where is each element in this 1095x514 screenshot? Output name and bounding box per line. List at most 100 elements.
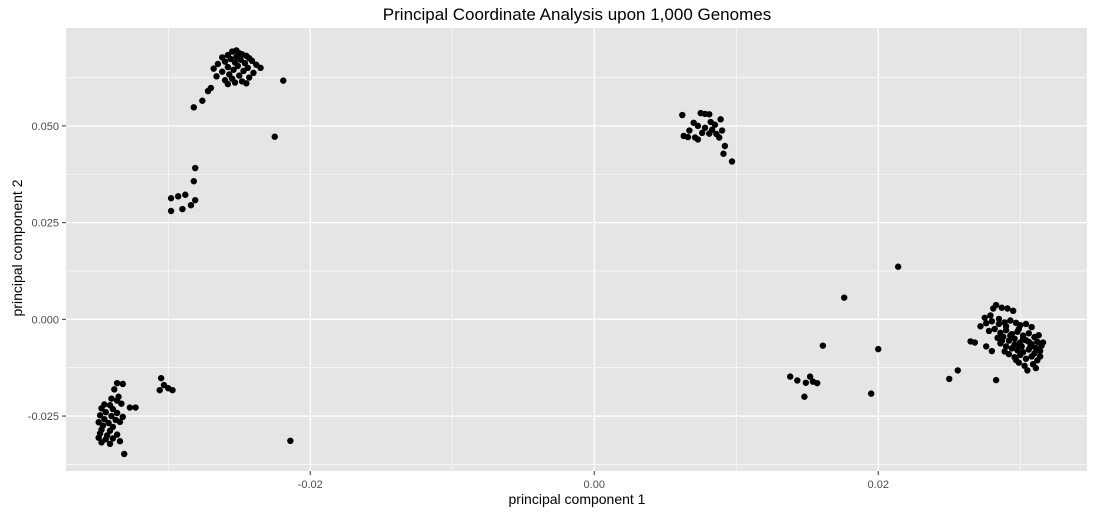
data-point bbox=[95, 419, 102, 426]
data-point bbox=[787, 373, 794, 380]
data-point bbox=[1022, 320, 1030, 328]
data-point bbox=[706, 111, 713, 118]
data-point bbox=[237, 56, 244, 63]
data-point bbox=[718, 127, 726, 134]
data-point bbox=[721, 142, 729, 150]
plot-panel bbox=[66, 28, 1087, 471]
data-point bbox=[686, 127, 693, 134]
y-tick-label: -0.025 bbox=[28, 411, 59, 423]
data-point bbox=[1025, 338, 1032, 345]
data-point bbox=[174, 193, 182, 200]
data-point bbox=[813, 379, 821, 387]
data-point bbox=[1039, 339, 1047, 346]
data-point bbox=[95, 434, 102, 441]
data-point bbox=[234, 62, 242, 70]
data-point bbox=[977, 323, 984, 330]
data-point bbox=[213, 73, 220, 80]
data-point bbox=[106, 440, 114, 448]
data-point bbox=[116, 418, 124, 426]
data-point bbox=[280, 77, 287, 84]
data-point bbox=[245, 74, 253, 81]
data-point bbox=[971, 339, 979, 346]
data-point bbox=[1004, 305, 1011, 312]
x-tick-label: -0.02 bbox=[298, 479, 323, 491]
data-point bbox=[132, 404, 139, 411]
data-point bbox=[227, 55, 234, 63]
chart-title: Principal Coordinate Analysis upon 1,000… bbox=[383, 5, 771, 24]
data-point bbox=[240, 67, 247, 75]
data-point bbox=[210, 65, 217, 72]
data-point bbox=[192, 164, 199, 172]
data-point bbox=[179, 205, 186, 213]
data-point bbox=[219, 68, 226, 75]
data-point bbox=[954, 367, 961, 374]
data-point bbox=[991, 325, 998, 333]
data-point bbox=[187, 202, 195, 209]
data-point bbox=[794, 377, 801, 384]
data-point bbox=[121, 450, 128, 458]
data-point bbox=[230, 66, 237, 73]
data-point bbox=[1021, 362, 1028, 369]
data-point bbox=[694, 136, 702, 143]
data-point bbox=[1034, 338, 1041, 345]
data-point bbox=[192, 196, 199, 204]
data-point bbox=[287, 437, 294, 445]
data-point bbox=[1032, 364, 1040, 372]
data-point bbox=[271, 133, 278, 140]
data-point bbox=[982, 320, 990, 327]
data-point bbox=[701, 124, 709, 132]
data-point bbox=[169, 386, 176, 394]
data-point bbox=[698, 129, 706, 137]
data-point bbox=[1028, 323, 1035, 331]
data-point bbox=[995, 320, 1003, 328]
data-point bbox=[840, 294, 848, 301]
data-points bbox=[95, 47, 1047, 458]
data-point bbox=[1025, 330, 1032, 337]
data-point bbox=[1022, 355, 1030, 362]
data-point bbox=[802, 379, 810, 386]
data-point bbox=[1002, 323, 1010, 330]
data-point bbox=[111, 386, 118, 393]
data-point bbox=[231, 79, 239, 86]
data-point bbox=[981, 314, 988, 321]
data-point bbox=[250, 69, 257, 77]
data-point bbox=[224, 80, 232, 88]
data-point bbox=[998, 337, 1005, 345]
data-point bbox=[987, 312, 994, 319]
data-point bbox=[694, 122, 702, 130]
data-point bbox=[113, 409, 121, 417]
data-point bbox=[248, 57, 256, 65]
data-point bbox=[221, 58, 229, 65]
data-point bbox=[1014, 341, 1021, 349]
data-point bbox=[801, 393, 808, 400]
data-point bbox=[243, 80, 250, 87]
data-point bbox=[119, 380, 127, 388]
data-point bbox=[706, 130, 713, 137]
data-point bbox=[106, 427, 114, 434]
data-point bbox=[988, 347, 996, 355]
data-point bbox=[1007, 332, 1014, 339]
data-point bbox=[108, 412, 115, 420]
data-point bbox=[1019, 335, 1027, 342]
data-point bbox=[109, 405, 117, 413]
data-point bbox=[1035, 331, 1042, 339]
data-point bbox=[1017, 351, 1024, 359]
data-point bbox=[806, 373, 814, 380]
data-point bbox=[1002, 343, 1010, 350]
data-point bbox=[1024, 367, 1031, 374]
data-point bbox=[214, 60, 222, 68]
data-point bbox=[257, 64, 264, 72]
data-point bbox=[101, 415, 108, 423]
data-point bbox=[156, 386, 163, 394]
y-tick-label: 0.000 bbox=[31, 314, 59, 326]
data-point bbox=[228, 48, 236, 55]
minor-gridlines bbox=[66, 28, 1087, 471]
y-axis-title: principal component 2 bbox=[9, 179, 25, 316]
data-point bbox=[946, 375, 953, 383]
data-point bbox=[998, 304, 1005, 311]
data-point bbox=[992, 376, 1000, 384]
data-point bbox=[1012, 356, 1020, 364]
data-point bbox=[1005, 337, 1013, 344]
data-point bbox=[98, 405, 105, 412]
data-point bbox=[167, 195, 175, 202]
